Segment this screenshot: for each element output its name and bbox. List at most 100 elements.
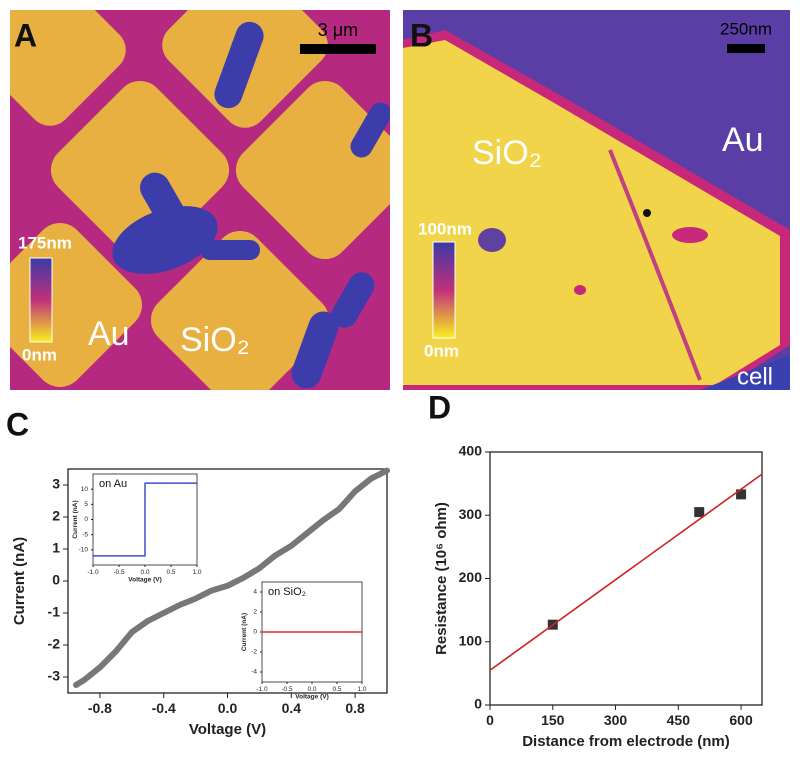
- y-tick-label: 3: [52, 476, 60, 492]
- x-tick-label: -0.4: [152, 700, 176, 716]
- x-tick-label: 1.0: [357, 686, 366, 693]
- y-tick-label: 0: [84, 516, 88, 523]
- y-tick-label: 0: [52, 572, 60, 588]
- data-line: [489, 473, 763, 672]
- y-tick-label: -4: [251, 669, 257, 676]
- cell: [291, 311, 339, 389]
- y-axis-label: Current (nA): [241, 613, 248, 651]
- y-tick-label: -1: [48, 604, 61, 620]
- x-tick-label: -0.5: [281, 686, 293, 693]
- y-tick-label: 0: [474, 696, 482, 712]
- panel-letter: B: [410, 17, 433, 53]
- y-tick-label: 100: [459, 632, 483, 648]
- x-tick-label: 1.0: [192, 569, 201, 576]
- pads: [10, 10, 390, 390]
- cell: [331, 272, 375, 328]
- x-tick-label: 0.8: [345, 700, 365, 716]
- x-tick-label: 0.5: [166, 569, 175, 576]
- cell-region: [700, 355, 790, 390]
- y-tick-label: 4: [253, 589, 257, 596]
- x-tick-label: 0.0: [218, 700, 238, 716]
- y-tick-label: 300: [459, 506, 483, 522]
- x-tick-label: 0.0: [307, 686, 316, 693]
- feature: [672, 227, 708, 243]
- data-point: [736, 489, 747, 500]
- x-tick-label: 0.5: [332, 686, 341, 693]
- inset-title: on Au: [99, 478, 127, 490]
- region-label: SiO₂: [472, 134, 542, 172]
- region-label: SiO₂: [180, 321, 250, 359]
- x-tick-label: -0.5: [113, 569, 125, 576]
- colorbar: [29, 257, 53, 343]
- feature: [574, 285, 586, 295]
- cells: [112, 21, 390, 389]
- x-axis-label: Voltage (V): [295, 694, 328, 701]
- x-tick-label: 450: [667, 712, 691, 728]
- x-tick-label: -0.8: [88, 700, 112, 716]
- data-line: [72, 467, 390, 688]
- y-axis-label: Current (nA): [11, 537, 28, 625]
- x-axis-label: Voltage (V): [189, 721, 266, 738]
- x-axis-label: Distance from electrode (nm): [522, 733, 730, 750]
- inset-title: on SiO₂: [268, 586, 306, 598]
- x-tick-label: -1.0: [87, 569, 99, 576]
- cell: [350, 102, 390, 158]
- x-tick-label: 0.4: [282, 700, 302, 716]
- y-tick-label: -2: [251, 649, 257, 656]
- x-tick-label: 600: [729, 712, 753, 728]
- x-tick-label: 0: [486, 712, 494, 728]
- feature: [478, 228, 506, 252]
- x-tick-label: -1.0: [256, 686, 268, 693]
- data-point: [694, 507, 705, 518]
- colorbar: [432, 241, 456, 339]
- cell: [140, 172, 190, 238]
- x-tick-label: 150: [541, 712, 565, 728]
- pad: [150, 230, 330, 390]
- scale-bar: [300, 44, 376, 54]
- region-label: cell: [737, 363, 773, 390]
- region-label: Au: [88, 315, 130, 353]
- y-tick-label: -10: [79, 547, 89, 554]
- scale-bar-label: 3 μm: [318, 20, 358, 40]
- x-tick-label: 0.0: [140, 569, 149, 576]
- scale-bar: [727, 44, 765, 53]
- y-tick-label: 200: [459, 569, 483, 585]
- y-tick-label: 10: [81, 486, 89, 493]
- y-tick-label: 5: [84, 501, 88, 508]
- probe-point: [643, 209, 651, 217]
- y-axis-label: Resistance (10⁶ ohm): [433, 502, 450, 655]
- afm-image-a: [10, 10, 390, 390]
- y-tick-label: -5: [82, 531, 88, 538]
- y-axis-label: Current (nA): [72, 500, 79, 538]
- region-label: Au: [722, 121, 764, 159]
- y-tick-label: 0: [253, 629, 257, 636]
- pad: [10, 10, 126, 126]
- cell: [214, 21, 264, 109]
- afm-image-b: [403, 10, 790, 390]
- panel-letter: D: [428, 389, 451, 425]
- colorbar-min: 0nm: [22, 345, 57, 364]
- y-tick-label: -2: [48, 636, 61, 652]
- y-tick-label: -3: [48, 668, 61, 684]
- y-tick-label: 2: [253, 609, 257, 616]
- pad: [10, 223, 142, 387]
- colorbar-min: 0nm: [424, 341, 459, 360]
- y-tick-label: 400: [459, 443, 483, 459]
- cell: [112, 206, 218, 274]
- x-axis-label: Voltage (V): [128, 577, 161, 584]
- x-tick-label: 300: [604, 712, 628, 728]
- data-line: [92, 482, 198, 557]
- panel-letter: A: [14, 17, 37, 53]
- scale-bar-label: 250nm: [720, 19, 772, 38]
- cell: [200, 240, 260, 260]
- cell-body: [403, 40, 780, 385]
- colorbar-max: 175nm: [18, 233, 72, 252]
- plot-frame: [489, 451, 763, 706]
- filament: [608, 149, 702, 381]
- y-tick-label: 2: [52, 508, 60, 524]
- colorbar-max: 100nm: [418, 219, 472, 238]
- y-tick-label: 1: [52, 540, 60, 556]
- panel-letter: C: [6, 406, 29, 442]
